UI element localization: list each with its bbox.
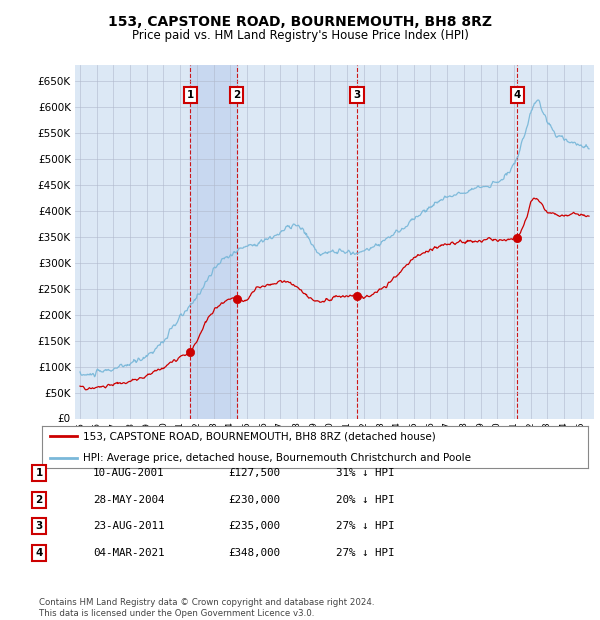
Text: 28-MAY-2004: 28-MAY-2004 xyxy=(93,495,164,505)
Text: £348,000: £348,000 xyxy=(228,548,280,558)
Text: 2: 2 xyxy=(233,90,241,100)
Text: £235,000: £235,000 xyxy=(228,521,280,531)
Bar xyxy=(190,65,237,418)
Text: 27% ↓ HPI: 27% ↓ HPI xyxy=(336,548,395,558)
Text: Contains HM Land Registry data © Crown copyright and database right 2024.: Contains HM Land Registry data © Crown c… xyxy=(39,598,374,607)
Text: £127,500: £127,500 xyxy=(228,468,280,478)
Text: 153, CAPSTONE ROAD, BOURNEMOUTH, BH8 8RZ (detached house): 153, CAPSTONE ROAD, BOURNEMOUTH, BH8 8RZ… xyxy=(83,432,436,441)
Text: 04-MAR-2021: 04-MAR-2021 xyxy=(93,548,164,558)
Text: 27% ↓ HPI: 27% ↓ HPI xyxy=(336,521,395,531)
Text: 153, CAPSTONE ROAD, BOURNEMOUTH, BH8 8RZ: 153, CAPSTONE ROAD, BOURNEMOUTH, BH8 8RZ xyxy=(108,16,492,30)
Text: 20% ↓ HPI: 20% ↓ HPI xyxy=(336,495,395,505)
Text: 10-AUG-2001: 10-AUG-2001 xyxy=(93,468,164,478)
Text: 1: 1 xyxy=(35,468,43,478)
Text: 1: 1 xyxy=(187,90,194,100)
Text: £230,000: £230,000 xyxy=(228,495,280,505)
Text: 2: 2 xyxy=(35,495,43,505)
Text: HPI: Average price, detached house, Bournemouth Christchurch and Poole: HPI: Average price, detached house, Bour… xyxy=(83,453,471,463)
Text: 4: 4 xyxy=(514,90,521,100)
Text: 4: 4 xyxy=(35,548,43,558)
Text: 23-AUG-2011: 23-AUG-2011 xyxy=(93,521,164,531)
Text: 31% ↓ HPI: 31% ↓ HPI xyxy=(336,468,395,478)
Text: 3: 3 xyxy=(35,521,43,531)
Text: This data is licensed under the Open Government Licence v3.0.: This data is licensed under the Open Gov… xyxy=(39,609,314,618)
Text: Price paid vs. HM Land Registry's House Price Index (HPI): Price paid vs. HM Land Registry's House … xyxy=(131,29,469,42)
Text: 3: 3 xyxy=(353,90,361,100)
